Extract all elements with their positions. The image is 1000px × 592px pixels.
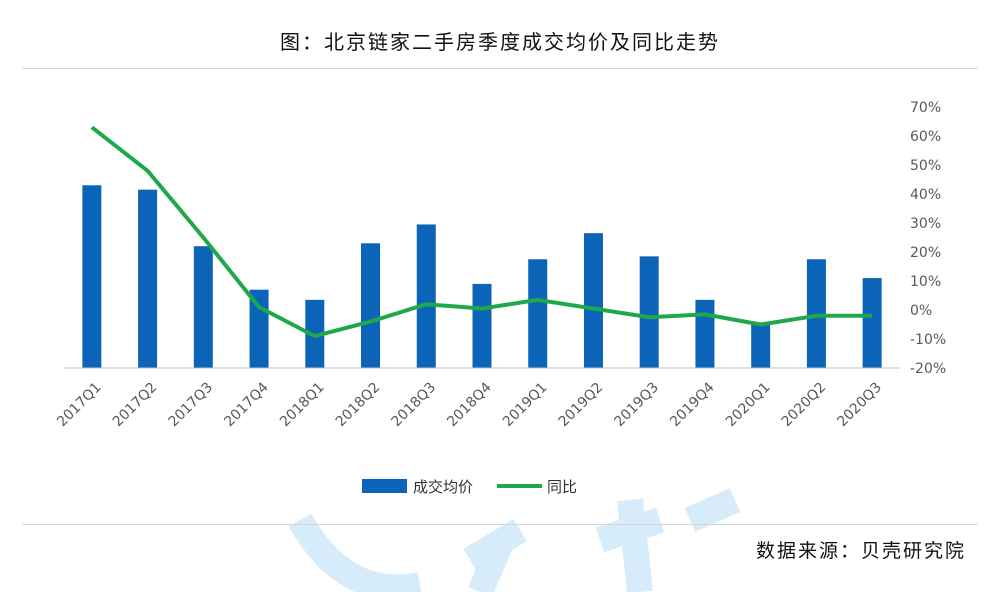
bar-2020Q2 — [806, 259, 826, 368]
right-axis-tick-label: 70% — [910, 100, 941, 116]
bottom-divider — [22, 524, 978, 525]
yoy-line-series — [90, 125, 873, 339]
legend-label-yoy: 同比 — [547, 478, 577, 496]
legend-bar-swatch — [362, 479, 407, 493]
right-axis-tick-label: 50% — [910, 158, 941, 174]
bar-2020Q3 — [862, 278, 882, 368]
right-axis-tick-label: 0% — [910, 303, 932, 319]
bar-series — [82, 185, 882, 368]
right-axis-tick-label: 40% — [910, 187, 941, 203]
bar-2019Q1 — [528, 259, 548, 368]
top-divider — [22, 68, 978, 69]
chart-title: 图：北京链家二手房季度成交均价及同比走势 — [280, 30, 720, 54]
right-axis-tick-label: -20% — [910, 361, 946, 377]
right-axis-ticks: 70% 60% 50% 40% 30% 20% 10% 0% -10% -20% — [910, 100, 946, 377]
right-axis-tick-label: -10% — [910, 332, 946, 348]
bar-2017Q1 — [82, 185, 102, 368]
bar-2020Q1 — [751, 324, 771, 368]
bar-2019Q2 — [583, 233, 603, 368]
right-axis-tick-label: 60% — [910, 129, 941, 145]
bar-2018Q3 — [416, 224, 436, 368]
legend-label-price: 成交均价 — [413, 478, 473, 496]
right-axis-tick-label: 30% — [910, 216, 941, 232]
right-axis-tick-label: 10% — [910, 274, 941, 290]
legend: 成交均价 同比 — [362, 478, 577, 496]
bar-2017Q2 — [138, 189, 158, 368]
bar-2017Q3 — [193, 246, 213, 368]
bar-2018Q4 — [472, 283, 492, 368]
bar-2018Q2 — [361, 243, 381, 368]
bar-2019Q3 — [639, 256, 659, 368]
data-source-note: 数据来源：贝壳研究院 — [755, 540, 966, 562]
right-axis-tick-label: 20% — [910, 245, 941, 261]
